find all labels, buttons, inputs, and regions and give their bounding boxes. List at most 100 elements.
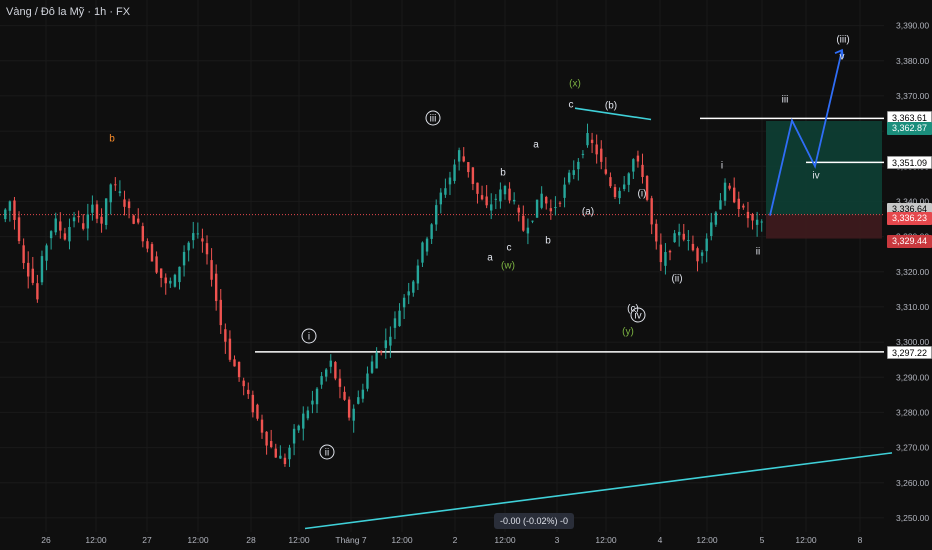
- candle-up: [453, 164, 456, 181]
- target-zone: [766, 120, 882, 215]
- candle-up: [421, 242, 424, 263]
- candle-down: [146, 241, 149, 249]
- candle-up: [567, 172, 571, 183]
- candle-down: [380, 351, 383, 353]
- candle-down: [201, 238, 204, 242]
- candle-up: [444, 188, 447, 195]
- trendline-layer: [304, 107, 893, 530]
- y-tick-label: 3,390.00: [896, 21, 929, 31]
- wave-label: (c): [627, 304, 639, 315]
- candle-up: [302, 413, 305, 429]
- price-axis: 3,250.00 3,260.00 3,270.00 3,280.00 3,290.00…: [896, 21, 929, 523]
- x-tick-label: 12:00: [696, 535, 718, 545]
- x-tick-label: 12:00: [494, 535, 516, 545]
- candle-down: [141, 226, 145, 242]
- candle-down: [59, 221, 62, 231]
- candle-up: [416, 265, 420, 284]
- x-tick-label: 5: [760, 535, 765, 545]
- candle-up: [627, 173, 630, 185]
- wave-label: a: [487, 253, 493, 264]
- candle-down: [476, 182, 479, 194]
- candle-down: [641, 164, 644, 178]
- wave-label: c: [507, 243, 512, 254]
- candle-down: [251, 394, 255, 413]
- candle-up: [622, 184, 626, 190]
- candle-up: [755, 219, 759, 225]
- candle-down: [137, 218, 140, 223]
- candle-up: [503, 185, 507, 195]
- candle-up: [710, 222, 713, 237]
- candle-down: [590, 139, 594, 144]
- wave-label: (y): [622, 327, 634, 338]
- price-label: 3,362.87: [887, 121, 932, 135]
- wave-label: b: [500, 168, 506, 179]
- x-tick-label: 12:00: [795, 535, 817, 545]
- candle-up: [540, 193, 543, 208]
- candle-up: [723, 182, 727, 201]
- candle-up: [393, 318, 397, 328]
- x-tick-label: 26: [41, 535, 51, 545]
- candle-down: [269, 441, 273, 448]
- candle-down: [347, 399, 351, 418]
- candle-up: [357, 397, 360, 404]
- x-tick-label: 12:00: [391, 535, 413, 545]
- candle-down: [265, 431, 268, 446]
- price-label: 3,336.23: [887, 211, 932, 225]
- candle-down: [600, 148, 603, 162]
- candle-down: [558, 202, 562, 204]
- wave-label: (x): [569, 79, 581, 90]
- candle-up: [632, 159, 635, 172]
- candle-up: [719, 200, 722, 210]
- candle-up: [563, 184, 566, 198]
- candle-up: [577, 161, 580, 170]
- candle-up: [554, 207, 557, 209]
- y-tick-label: 3,340.00: [896, 196, 929, 206]
- candle-up: [430, 224, 433, 239]
- candle-down: [480, 195, 484, 200]
- wave-label: iv: [634, 311, 641, 322]
- candle-down: [123, 199, 126, 207]
- candle-down: [63, 233, 67, 240]
- candle-down: [522, 215, 525, 231]
- candle-up: [448, 177, 452, 185]
- candle-down: [751, 214, 754, 221]
- candle-down: [655, 223, 658, 242]
- candle-up: [494, 198, 498, 200]
- candle-up: [407, 291, 410, 296]
- candle-up: [352, 408, 355, 421]
- candle-up: [292, 428, 296, 444]
- y-tick-label: 3,290.00: [896, 372, 929, 382]
- candle-up: [435, 205, 438, 225]
- candle-down: [742, 205, 745, 208]
- candle-down: [659, 244, 663, 263]
- candle-down: [682, 233, 685, 240]
- wave-label: iii: [430, 114, 437, 125]
- candle-up: [45, 245, 48, 261]
- candle-down: [155, 256, 158, 273]
- trendline-support: [304, 452, 893, 530]
- candle-up: [72, 217, 76, 222]
- symbol-header[interactable]: Vàng / Đô la Mỹ · 1h · FX: [6, 6, 131, 18]
- candle-up: [664, 251, 667, 266]
- price-label: 3,329.44: [887, 234, 932, 248]
- candle-up: [366, 373, 369, 389]
- candle-down: [545, 196, 548, 204]
- candle-up: [687, 239, 690, 241]
- candle-down: [164, 277, 167, 284]
- candle-down: [77, 216, 80, 218]
- candle-down: [462, 156, 465, 162]
- wave-label: (i): [638, 189, 647, 200]
- candle-down: [237, 361, 241, 378]
- candle-down: [728, 185, 731, 189]
- candle-down: [13, 200, 16, 220]
- candle-down: [338, 378, 342, 387]
- candle-up: [389, 336, 392, 346]
- candle-up: [714, 212, 718, 225]
- candle-up: [320, 376, 323, 385]
- candle-down: [247, 389, 250, 395]
- candle-up: [581, 153, 585, 155]
- wave-circle: [301, 328, 317, 344]
- candle-down: [214, 273, 218, 302]
- wave-label: c: [569, 100, 574, 111]
